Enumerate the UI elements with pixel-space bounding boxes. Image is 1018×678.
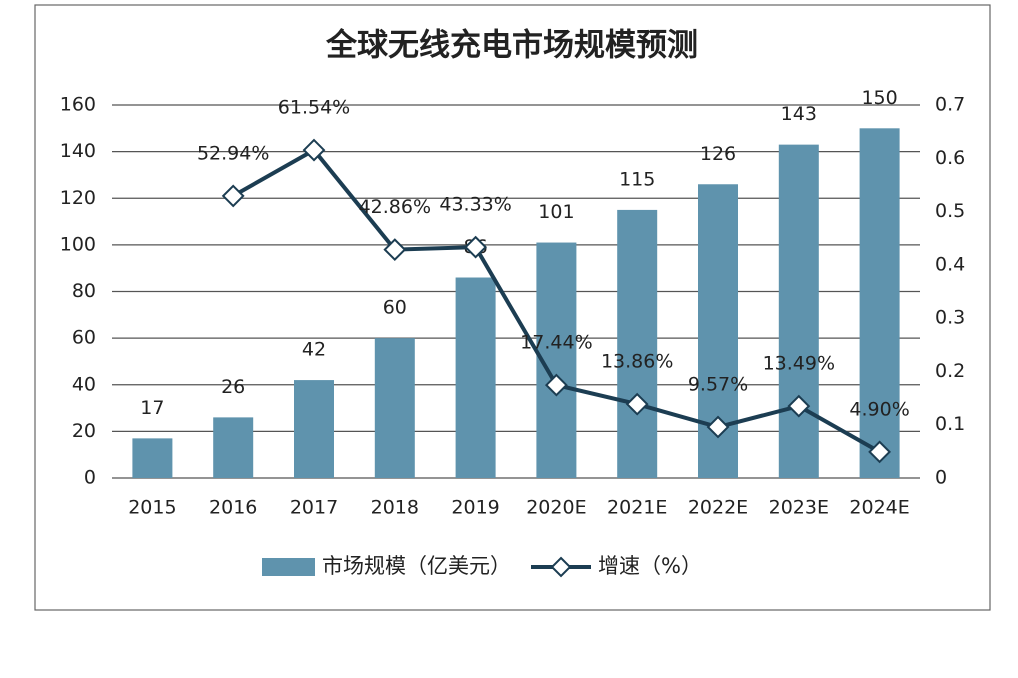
chart-title: 全球无线充电市场规模预测	[325, 28, 698, 64]
y2-tick-label: 0.1	[935, 413, 965, 435]
x-tick-label: 2024E	[849, 497, 909, 519]
y-tick-label: 100	[60, 233, 96, 255]
legend-swatch	[262, 558, 315, 576]
line-label: 42.86%	[359, 196, 431, 218]
y-tick-label: 0	[84, 467, 96, 489]
y-tick-label: 40	[72, 373, 96, 395]
bar-label: 101	[538, 201, 574, 223]
bar	[455, 277, 496, 478]
x-tick-label: 2016	[209, 497, 257, 519]
bar	[213, 417, 254, 478]
x-tick-label: 2021E	[607, 497, 667, 519]
bar-label: 17	[140, 397, 164, 419]
y2-tick-label: 0.2	[935, 360, 965, 382]
line-marker	[787, 394, 811, 418]
line-marker	[706, 415, 730, 439]
bar-label: 60	[383, 297, 407, 319]
bar	[294, 380, 334, 478]
bar-label: 115	[619, 168, 655, 190]
line-marker	[383, 238, 407, 262]
line-marker	[625, 392, 649, 416]
y2-tick-label: 0.4	[935, 253, 965, 275]
y2-tick-label: 0.7	[935, 94, 965, 116]
y2-tick-label: 0	[935, 467, 947, 489]
line-label: 43.33%	[439, 194, 511, 216]
line-marker	[302, 138, 326, 162]
y-tick-label: 140	[60, 140, 96, 162]
y2-tick-label: 0.6	[935, 147, 965, 169]
line-label: 52.94%	[197, 142, 269, 164]
y2-tick-label: 0.5	[935, 200, 965, 222]
line-marker	[221, 184, 245, 208]
y-tick-label: 60	[72, 327, 96, 349]
x-tick-label: 2022E	[688, 497, 748, 519]
x-tick-label: 2015	[128, 497, 176, 519]
y-tick-label: 80	[72, 280, 96, 302]
line-label: 13.49%	[763, 353, 835, 375]
y-tick-label: 20	[72, 420, 96, 442]
x-tick-label: 2019	[451, 497, 499, 519]
line-label: 61.54%	[278, 97, 350, 119]
legend-marker	[550, 556, 572, 578]
bar	[859, 128, 900, 478]
bar-label: 42	[302, 339, 326, 361]
x-tick-label: 2018	[371, 497, 419, 519]
bar	[617, 209, 658, 478]
y2-tick-label: 0.3	[935, 307, 965, 329]
legend-label: 市场规模（亿美元）	[322, 554, 511, 578]
line-label: 4.90%	[849, 398, 909, 420]
bar-label: 126	[700, 143, 736, 165]
y-tick-label: 120	[60, 187, 96, 209]
bar	[778, 144, 819, 478]
bar-label: 143	[781, 103, 817, 125]
x-tick-label: 2020E	[526, 497, 586, 519]
bar-label: 150	[861, 87, 897, 109]
line-label: 9.57%	[688, 374, 748, 396]
legend-label: 增速（%）	[598, 554, 702, 578]
line-label: 17.44%	[520, 332, 592, 354]
x-tick-label: 2023E	[769, 497, 829, 519]
line-marker	[544, 373, 568, 397]
line-label: 13.86%	[601, 351, 673, 373]
bar	[132, 438, 173, 478]
x-tick-label: 2017	[290, 497, 338, 519]
bar	[374, 338, 415, 478]
line-marker	[868, 440, 892, 464]
line-marker	[464, 235, 488, 259]
y-tick-label: 160	[60, 94, 96, 116]
bar-label: 26	[221, 376, 245, 398]
